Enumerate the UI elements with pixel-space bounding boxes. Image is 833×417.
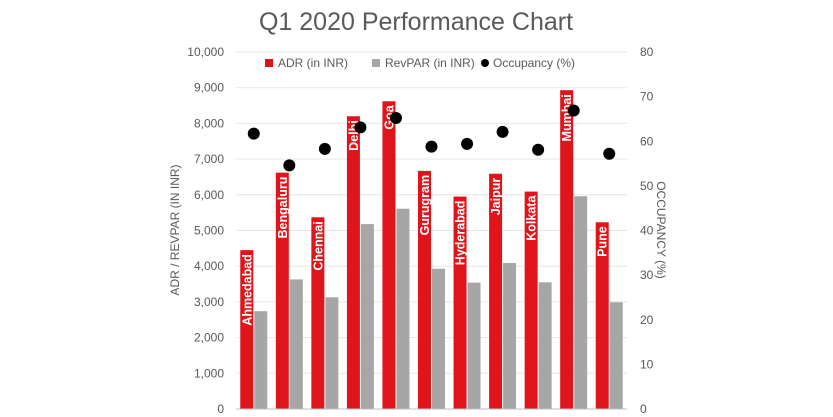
revpar-bar (289, 279, 303, 409)
y-tick-label: 8,000 (194, 116, 224, 130)
occupancy-marker (425, 140, 438, 153)
adr-bar (560, 90, 574, 409)
y2-tick-label: 50 (640, 179, 654, 193)
category-label: Gurugram (418, 175, 432, 235)
occupancy-marker (603, 147, 616, 160)
adr-bar (346, 116, 360, 409)
y2-tick-label: 30 (640, 268, 654, 282)
y-tick-label: 1,000 (194, 366, 224, 380)
y2-tick-label: 80 (640, 45, 654, 59)
category-label: Kolkata (525, 195, 539, 241)
revpar-bar (360, 224, 374, 409)
category-label: Jaipur (489, 178, 503, 216)
occupancy-marker (461, 137, 474, 150)
bars: AhmedabadBengaluruChennaiDelhiGoaGurugra… (240, 90, 623, 410)
adr-bar (382, 101, 396, 410)
y2-tick-label: 10 (640, 357, 654, 371)
revpar-bar (325, 297, 339, 409)
occupancy-marker (496, 125, 509, 138)
revpar-bar (432, 268, 445, 409)
revpar-bar (538, 282, 552, 409)
occupancy-marker (567, 104, 580, 117)
category-label: Pune (596, 226, 610, 257)
occupancy-marker (247, 127, 260, 140)
axes: 0 1,000 2,000 3,000 4,000 5,000 6,000 7,000 8,00… (187, 45, 653, 416)
y-tick-label: 4,000 (194, 259, 224, 273)
adr-bar (595, 222, 609, 409)
occupancy-marker (532, 143, 545, 156)
y2-tick-label: 0 (640, 402, 647, 416)
y-tick-label: 6,000 (194, 188, 224, 202)
y-tick-label: 9,000 (194, 81, 224, 95)
y2-axis-label: OCCUPANCY (%) (654, 181, 668, 279)
y2-tick-label: 20 (640, 313, 654, 327)
y-tick-label: 5,000 (194, 224, 224, 238)
revpar-bar (609, 302, 623, 409)
y-tick-label: 2,000 (194, 331, 224, 345)
y2-tick-label: 60 (640, 134, 654, 148)
occupancy-marker (389, 112, 402, 125)
adr-bar (524, 191, 538, 409)
adr-bar (240, 250, 254, 409)
legend-label-revpar: RevPAR (in INR) (385, 56, 475, 70)
legend-swatch-adr (265, 59, 273, 67)
category-label: Bengaluru (276, 177, 290, 239)
occupancy-marker (318, 142, 331, 155)
adr-bar (489, 173, 503, 409)
legend-marker-occupancy (481, 59, 489, 67)
revpar-bar (503, 262, 517, 409)
y2-tick-label: 40 (640, 224, 654, 238)
legend-swatch-revpar (372, 59, 380, 67)
category-label: Chennai (311, 221, 325, 270)
category-label: Ahmedabad (240, 254, 254, 326)
adr-bar (453, 196, 467, 409)
category-label: Mumbai (560, 94, 574, 141)
y-tick-label: 3,000 (194, 295, 224, 309)
y-axis-label: ADR / REVPAR (IN INR) (168, 164, 182, 295)
legend-label-adr: ADR (in INR) (278, 56, 348, 70)
y-tick-label: 7,000 (194, 152, 224, 166)
occupancy-marker (283, 159, 296, 172)
revpar-bar (396, 208, 410, 409)
y-tick-label: 10,000 (187, 45, 224, 59)
revpar-bar (574, 196, 588, 409)
y2-tick-label: 70 (640, 90, 654, 104)
adr-bar (418, 170, 431, 409)
legend-label-occupancy: Occupancy (%) (493, 56, 575, 70)
adr-bar (311, 217, 325, 409)
category-label: Hyderabad (454, 201, 468, 266)
occupancy-marker (354, 121, 367, 134)
legend: ADR (in INR) RevPAR (in INR) Occupancy (%) (265, 56, 575, 70)
y-tick-label: 0 (217, 402, 224, 416)
occupancy-markers (247, 104, 616, 172)
adr-bar (275, 172, 289, 409)
chart-title: Q1 2020 Performance Chart (259, 8, 573, 36)
revpar-bar (467, 282, 481, 409)
revpar-bar (254, 311, 268, 409)
